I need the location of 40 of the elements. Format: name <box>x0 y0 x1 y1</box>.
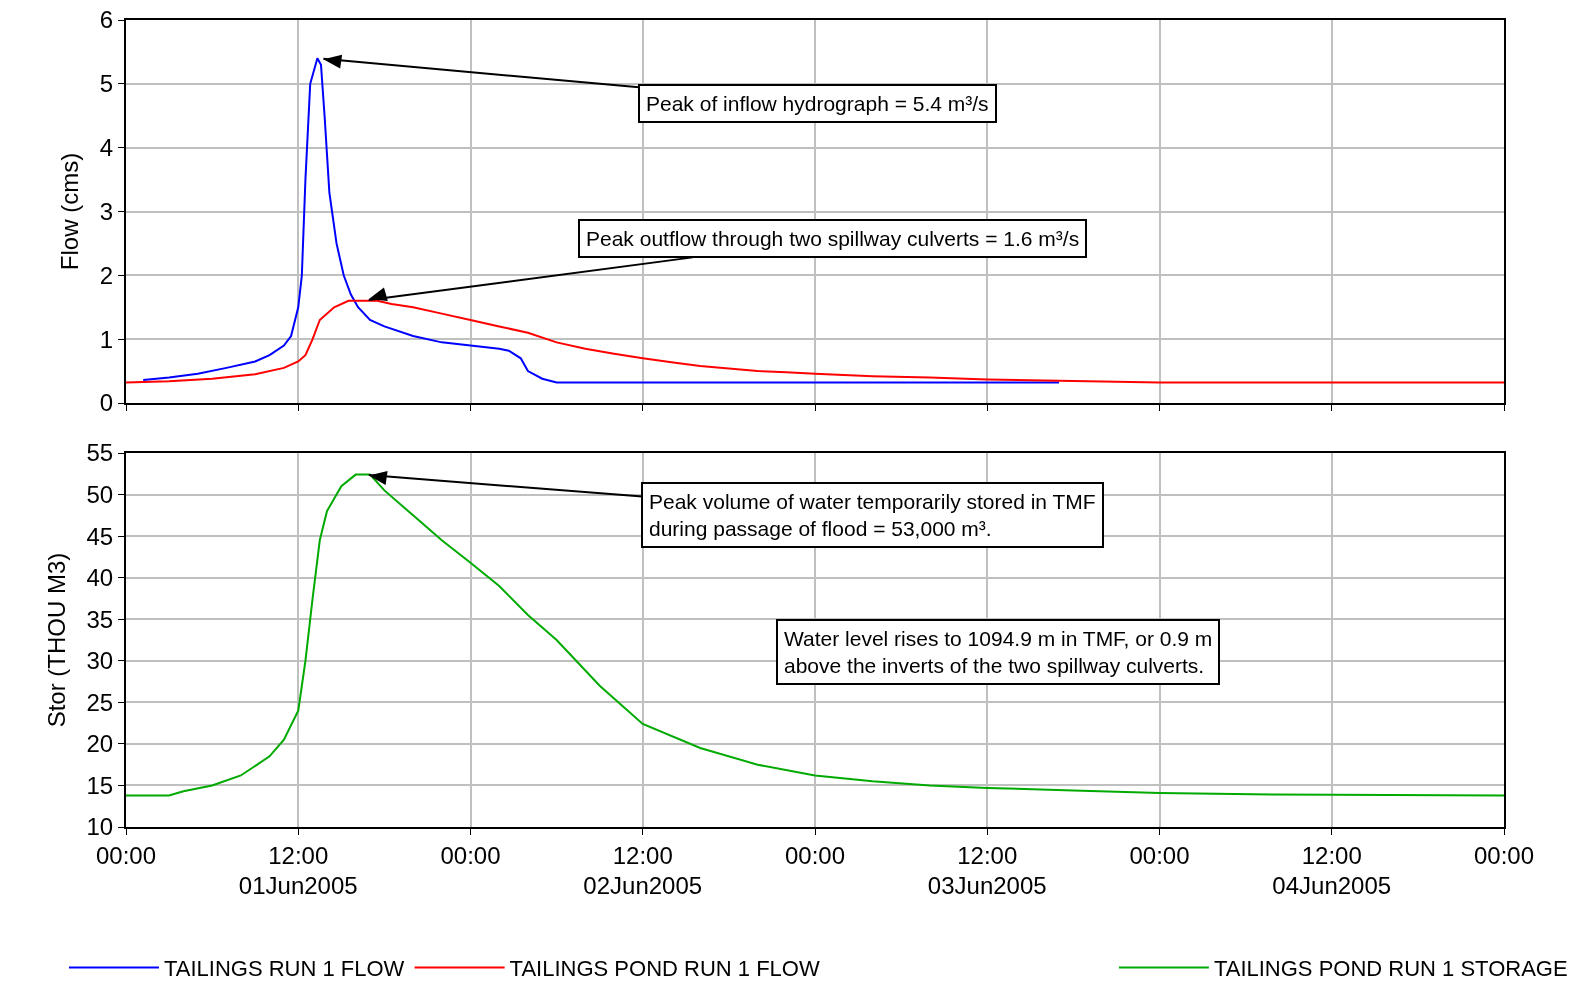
y-tick-label: 25 <box>86 688 114 716</box>
y-tick-label: 0 <box>99 389 114 417</box>
legend-label: TAILINGS RUN 1 FLOW <box>163 956 405 982</box>
y-tick-label: 30 <box>86 647 114 675</box>
y-tick-label: 50 <box>86 480 114 508</box>
y-tick-label: 5 <box>99 70 114 98</box>
y-tick-label: 45 <box>86 522 114 550</box>
y-tick-label: 1 <box>99 325 114 353</box>
annotation: Peak volume of water temporarily stored in TMF during passage of flood = 53,000 m³. <box>649 490 1096 541</box>
x2-tick-label: 02Jun2005 <box>583 872 703 899</box>
x-tick-label: 00:00 <box>95 841 157 869</box>
x-tick-label: 12:00 <box>612 841 673 869</box>
y-tick-label: 35 <box>86 605 114 633</box>
legend-label: TAILINGS POND RUN 1 STORAGE <box>1213 956 1568 981</box>
x-tick-label: 00:00 <box>440 841 501 869</box>
x-tick-label: 00:00 <box>784 841 846 869</box>
y-tick-label: 20 <box>86 730 114 758</box>
annotation: Peak of inflow hydrograph = 5.4 m³/s <box>646 92 989 115</box>
x2-tick-label: 01Jun2005 <box>238 872 358 899</box>
y-tick-label: 6 <box>99 6 114 34</box>
y-tick-label: 55 <box>86 439 114 467</box>
y-tick-label: 15 <box>86 771 114 799</box>
x-tick-label: 00:00 <box>1473 841 1535 869</box>
y-tick-label: 3 <box>99 197 114 225</box>
line-series <box>126 473 1504 797</box>
y-tick-label: 40 <box>86 564 114 592</box>
x-tick-label: 00:00 <box>1129 841 1190 869</box>
y-axis-title: Stor (THOU M3) <box>43 552 71 728</box>
annotation: Peak outflow through two spillway culverts = 1.6 m³/s <box>586 227 1080 250</box>
x-tick-label: 12:00 <box>1301 841 1362 869</box>
x2-tick-label: 04Jun2005 <box>1272 872 1392 899</box>
x2-tick-label: 03Jun2005 <box>927 872 1047 899</box>
x-tick-label: 12:00 <box>957 841 1018 869</box>
legend-label: TAILINGS POND RUN 1 FLOW <box>509 956 820 982</box>
y-axis-title: Flow (cms) <box>56 152 84 271</box>
y-tick-label: 2 <box>99 261 114 289</box>
annotation: Water level rises to 1094.9 m in TMF, or 0.9 m above the inverts of the two spillway culverts. <box>784 627 1213 678</box>
y-tick-label: 4 <box>99 134 114 162</box>
y-tick-label: 10 <box>86 813 114 841</box>
x-tick-label: 12:00 <box>268 841 329 869</box>
